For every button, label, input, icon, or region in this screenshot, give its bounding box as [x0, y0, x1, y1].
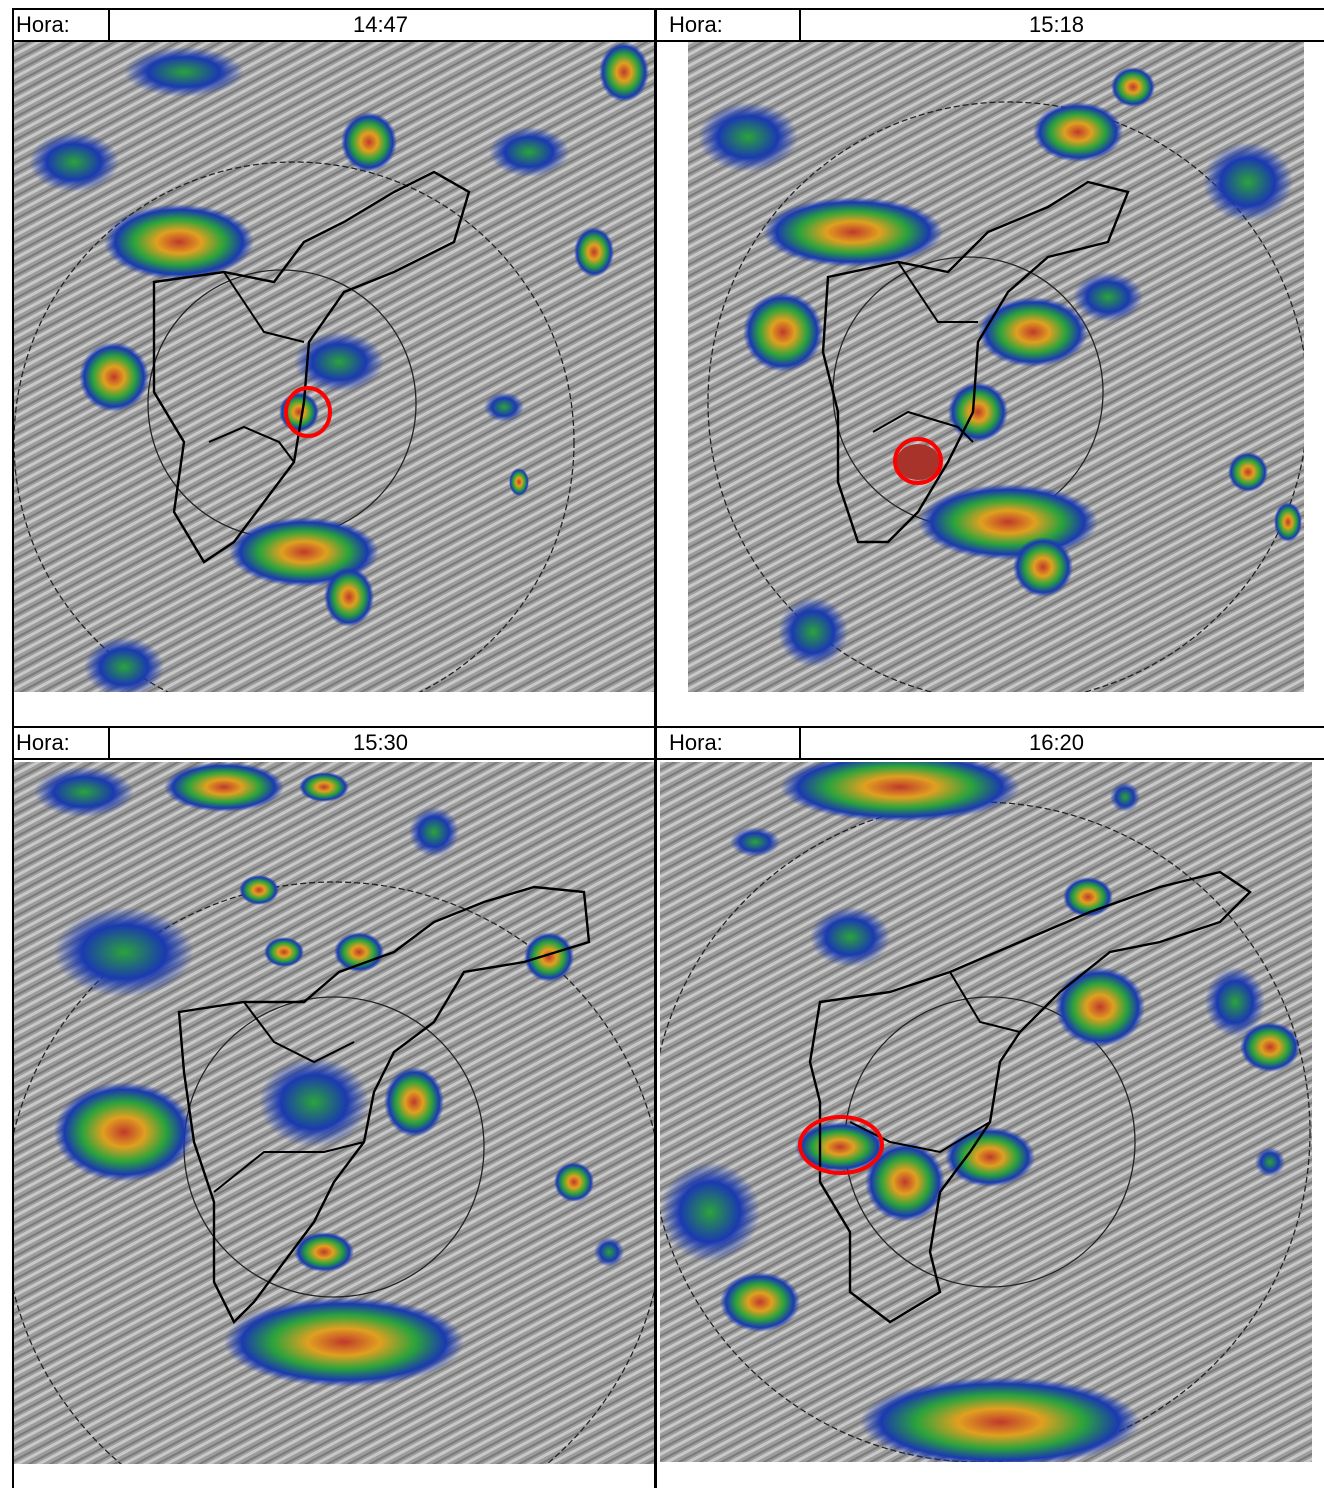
hora-label: Hora: [12, 728, 110, 758]
hora-label: Hora: [655, 10, 801, 40]
center-divider [654, 8, 657, 1488]
left-border [12, 8, 14, 1488]
time-value: 15:30 [352, 730, 409, 755]
header-panel-1: Hora: 14:47 [12, 8, 655, 42]
outer-range-ring [14, 161, 575, 692]
highlight-circle [798, 1115, 884, 1175]
radar-image-1447 [14, 42, 654, 692]
radar-image-1620 [660, 762, 1312, 1462]
header-panel-4: Hora: 16:20 [655, 726, 1324, 760]
highlight-circle [893, 437, 943, 485]
basin-outline [152, 170, 471, 564]
header-panel-3: Hora: 15:30 [12, 726, 655, 760]
radar-image-1518 [688, 42, 1304, 692]
hora-label: Hora: [655, 728, 801, 758]
radar-image-1530 [14, 762, 654, 1464]
highlight-circle [284, 386, 332, 438]
time-value: 15:18 [1028, 12, 1085, 37]
header-panel-2: Hora: 15:18 [655, 8, 1324, 42]
time-value: 14:47 [352, 12, 409, 37]
hora-label: Hora: [12, 10, 110, 40]
time-value: 16:20 [1028, 730, 1085, 755]
